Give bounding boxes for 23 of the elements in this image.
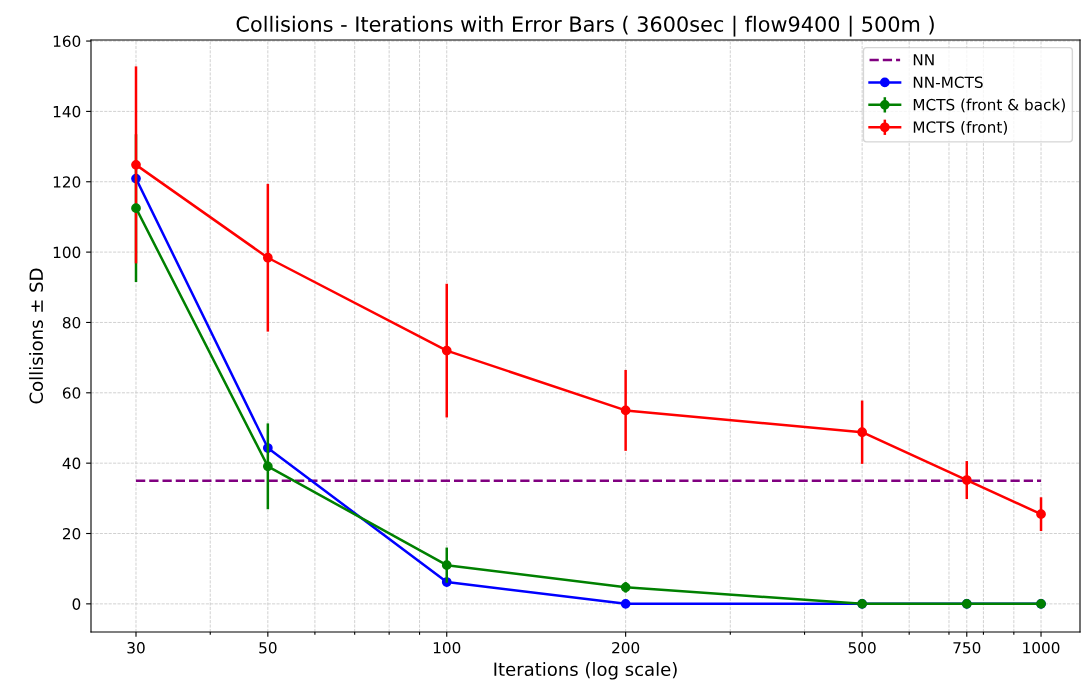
y-tick-label: 40 <box>62 457 81 470</box>
x-tick-label: 750 <box>953 641 981 654</box>
x-tick-label: 100 <box>433 641 461 654</box>
x-tick-label: 200 <box>612 641 640 654</box>
legend-label: NN-MCTS <box>913 76 983 88</box>
legend-label: MCTS (front & back) <box>913 98 1065 113</box>
x-tick-label: 1000 <box>1023 641 1060 654</box>
x-tick-label: 50 <box>259 641 277 654</box>
x-axis-title: Iterations (log scale) <box>494 662 677 680</box>
y-tick-label: 20 <box>62 527 81 540</box>
x-tick-label: 30 <box>127 641 145 654</box>
y-tick-label: 80 <box>62 316 81 329</box>
y-tick-label: 120 <box>53 176 81 188</box>
legend-label: MCTS (front) <box>913 121 1007 135</box>
y-tick-label: 160 <box>53 35 81 48</box>
y-tick-label: 140 <box>53 105 81 118</box>
y-tick-label: 100 <box>53 246 81 259</box>
y-tick-label: 0 <box>72 598 81 610</box>
legend-label: NN <box>913 54 934 66</box>
y-axis-title: Collisions ± SD <box>29 268 44 404</box>
y-tick-label: 60 <box>62 387 81 399</box>
chart-title: Collisions - Iterations with Error Bars ( 3600sec | flow9400 | 500m ) <box>236 15 934 37</box>
x-tick-label: 500 <box>848 641 876 654</box>
